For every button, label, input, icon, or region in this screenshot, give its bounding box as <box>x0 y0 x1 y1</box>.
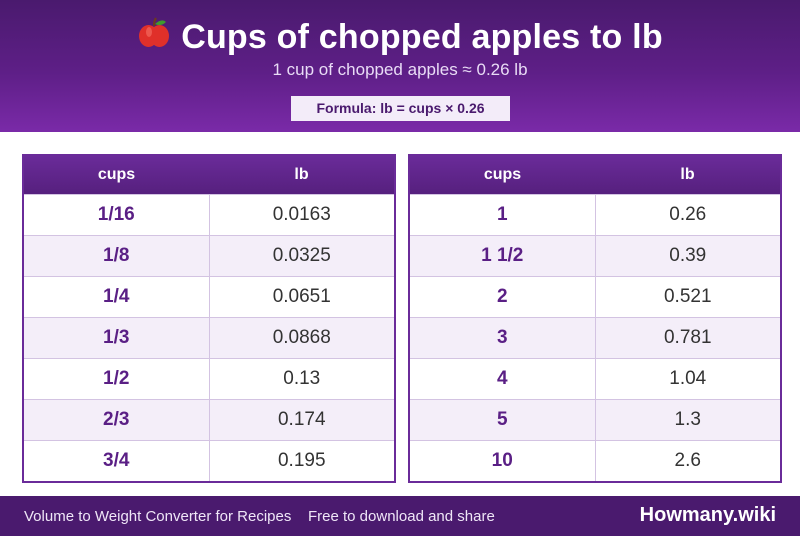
cups-cell: 1/8 <box>24 236 210 276</box>
lb-cell: 0.13 <box>283 368 321 389</box>
cups-cell: 1/2 <box>24 359 210 399</box>
cups-cell: 5 <box>410 400 596 440</box>
brand-logo-text[interactable]: Howmany.wiki <box>639 504 776 526</box>
lb-cell: 0.0868 <box>272 327 331 348</box>
lb-cell: 0.0163 <box>272 204 331 225</box>
cups-cell: 3 <box>410 318 596 358</box>
lb-cell: 1.3 <box>674 409 701 430</box>
lb-cell: 0.39 <box>669 245 707 266</box>
table-header: cups lb <box>410 156 780 194</box>
table-header: cups lb <box>24 156 394 194</box>
cups-cell: 10 <box>410 441 596 481</box>
table-row: 2/3 0.174 <box>24 399 394 440</box>
lb-cell: 1.04 <box>669 368 707 389</box>
conversion-table-left: cups lb 1/16 0.0163 1/8 0.0325 1/4 0.065… <box>22 154 396 483</box>
lb-cell: 0.0325 <box>272 245 331 266</box>
cups-cell: 1/16 <box>24 195 210 235</box>
column-header-cups: cups <box>483 166 522 183</box>
footer-bar: Volume to Weight Converter for Recipes F… <box>0 496 800 536</box>
table-row: 1/3 0.0868 <box>24 317 394 358</box>
lb-cell: 0.781 <box>663 327 712 348</box>
table-row: 1 1/2 0.39 <box>410 235 780 276</box>
lb-cell: 0.195 <box>277 450 326 471</box>
table-row: 4 1.04 <box>410 358 780 399</box>
cups-cell: 2/3 <box>24 400 210 440</box>
column-header-cups: cups <box>97 166 136 183</box>
lb-cell: 0.0651 <box>272 286 331 307</box>
header-banner: Cups of chopped apples to lb 1 cup of ch… <box>0 0 800 132</box>
cups-cell: 2 <box>410 277 596 317</box>
cups-cell: 3/4 <box>24 441 210 481</box>
lb-cell: 0.521 <box>663 286 712 307</box>
table-row: 10 2.6 <box>410 440 780 481</box>
cups-cell: 1/3 <box>24 318 210 358</box>
table-row: 1/2 0.13 <box>24 358 394 399</box>
table-row: 2 0.521 <box>410 276 780 317</box>
table-row: 3/4 0.195 <box>24 440 394 481</box>
table-row: 1 0.26 <box>410 194 780 235</box>
cups-cell: 1 1/2 <box>410 236 596 276</box>
footer-share-note: Free to download and share <box>308 508 495 525</box>
table-row: 3 0.781 <box>410 317 780 358</box>
page-subtitle: 1 cup of chopped apples ≈ 0.26 lb <box>272 60 528 79</box>
column-header-lb: lb <box>294 166 309 183</box>
cups-cell: 4 <box>410 359 596 399</box>
cups-cell: 1/4 <box>24 277 210 317</box>
page-title: Cups of chopped apples to lb <box>181 18 663 56</box>
table-row: 5 1.3 <box>410 399 780 440</box>
lb-cell: 0.174 <box>277 409 326 430</box>
column-header-lb: lb <box>680 166 695 183</box>
table-row: 1/16 0.0163 <box>24 194 394 235</box>
page-title-row: Cups of chopped apples to lb <box>0 14 800 57</box>
conversion-table-right: cups lb 1 0.26 1 1/2 0.39 2 0.521 3 0.78… <box>408 154 782 483</box>
table-row: 1/8 0.0325 <box>24 235 394 276</box>
table-row: 1/4 0.0651 <box>24 276 394 317</box>
cups-cell: 1 <box>410 195 596 235</box>
lb-cell: 2.6 <box>674 450 701 471</box>
lb-cell: 0.26 <box>669 204 707 225</box>
apple-icon <box>137 16 171 59</box>
formula-badge: Formula: lb = cups × 0.26 <box>291 96 510 121</box>
footer-description: Volume to Weight Converter for Recipes <box>24 508 292 525</box>
